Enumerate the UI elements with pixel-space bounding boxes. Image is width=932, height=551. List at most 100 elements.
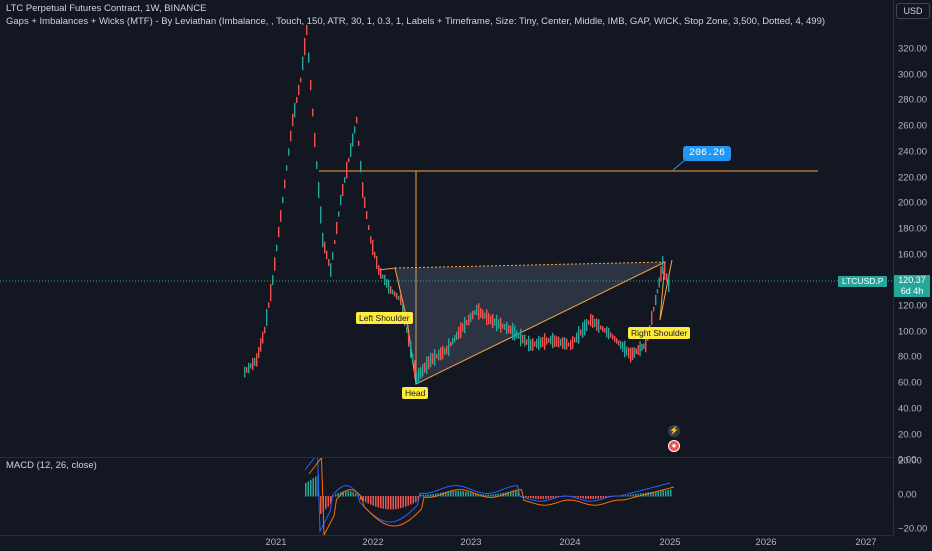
macd-bar xyxy=(555,496,557,498)
macd-bar xyxy=(360,496,362,500)
candle xyxy=(618,340,620,346)
candle xyxy=(598,319,600,333)
macd-pane[interactable]: MACD (12, 26, close) xyxy=(0,452,893,538)
left-shoulder-label[interactable]: Left Shoulder xyxy=(356,312,413,324)
macd-bar xyxy=(477,493,479,497)
macd-bar xyxy=(332,495,334,497)
target-price-label[interactable]: 206.26 xyxy=(683,146,732,161)
candle xyxy=(560,338,562,347)
candle xyxy=(332,252,334,260)
macd-bar xyxy=(407,496,409,506)
candle xyxy=(394,291,396,297)
macd-bar xyxy=(637,493,639,497)
candle xyxy=(410,341,412,358)
candle xyxy=(584,319,586,336)
macd-bar xyxy=(327,496,329,507)
macd-bar xyxy=(550,496,552,499)
candle xyxy=(512,323,514,340)
candle xyxy=(376,256,378,269)
currency-button[interactable]: USD xyxy=(896,3,930,19)
target-arrow xyxy=(672,159,686,171)
candle xyxy=(510,325,512,335)
pattern-outline[interactable] xyxy=(378,259,673,385)
main-chart-pane[interactable]: LTC Perpetual Futures Contract, 1W, BINA… xyxy=(0,0,893,456)
macd-bar xyxy=(362,496,364,502)
macd-chart[interactable] xyxy=(0,452,893,538)
macd-bar xyxy=(450,491,452,497)
candle xyxy=(574,337,576,343)
candle xyxy=(276,244,278,252)
neckline[interactable] xyxy=(394,261,666,269)
candle xyxy=(518,333,520,339)
macd-bar xyxy=(547,496,549,499)
price-tick: 40.00 xyxy=(898,403,922,415)
candle xyxy=(444,347,446,355)
candle xyxy=(380,267,382,279)
countdown-value: 6d 4h xyxy=(900,286,924,296)
candle xyxy=(416,372,418,384)
candle xyxy=(300,77,302,83)
head-label[interactable]: Head xyxy=(402,387,429,399)
candle xyxy=(448,338,450,356)
candle xyxy=(568,342,570,347)
macd-bar xyxy=(627,495,629,497)
macd-bar xyxy=(662,490,664,497)
price-tick: 120.00 xyxy=(898,300,928,312)
candle xyxy=(466,319,468,326)
candle xyxy=(358,140,360,146)
candle xyxy=(630,347,632,363)
candle xyxy=(262,331,264,344)
price-tick: 320.00 xyxy=(898,43,928,55)
price-axis[interactable]: 320.00 300.00 280.00 260.00 240.00 220.00 200.… xyxy=(893,0,932,535)
macd-bar xyxy=(445,491,447,497)
candle xyxy=(542,336,544,348)
macd-bar xyxy=(437,493,439,497)
candle xyxy=(664,262,666,280)
price-tick: 300.00 xyxy=(898,69,928,81)
candle xyxy=(296,97,298,103)
macd-bar xyxy=(462,491,464,497)
candle xyxy=(422,363,424,377)
candle xyxy=(336,221,338,235)
macd-bar xyxy=(442,492,444,497)
symbol-tag: LTCUSD.P xyxy=(838,276,888,287)
price-chart[interactable] xyxy=(0,0,893,456)
event-flag-icon[interactable]: ● xyxy=(668,440,680,452)
candle xyxy=(526,339,528,345)
candle xyxy=(324,241,326,254)
candle xyxy=(314,132,316,148)
candle xyxy=(620,340,622,350)
macd-bar xyxy=(372,496,374,506)
macd-bar xyxy=(630,494,632,497)
candle xyxy=(662,256,664,274)
candle xyxy=(552,332,554,349)
macd-bar xyxy=(490,494,492,497)
macd-bar xyxy=(495,494,497,497)
time-tick: 2026 xyxy=(755,537,777,548)
candle xyxy=(318,181,320,199)
candle xyxy=(656,289,659,294)
time-axis[interactable]: 2021 2022 2023 2024 2025 2026 2027 xyxy=(0,535,893,551)
candle xyxy=(578,326,580,344)
candle xyxy=(480,308,482,318)
candle xyxy=(580,329,582,336)
macd-bar xyxy=(312,478,314,497)
macd-bar xyxy=(527,496,529,498)
macd-bar xyxy=(345,490,347,497)
candle xyxy=(588,320,590,325)
macd-bar xyxy=(545,496,547,499)
candle xyxy=(558,336,560,348)
candle xyxy=(452,338,454,345)
candle xyxy=(442,345,444,360)
macd-bar xyxy=(310,479,312,497)
price-tick: 280.00 xyxy=(898,94,928,106)
macd-bar xyxy=(467,492,469,497)
price-tick: 180.00 xyxy=(898,223,928,235)
time-tick: 2027 xyxy=(855,537,877,548)
candle xyxy=(438,349,440,361)
lightning-icon[interactable]: ⚡ xyxy=(668,425,680,437)
right-shoulder-label[interactable]: Right Shoulder xyxy=(628,327,691,339)
macd-bar xyxy=(432,494,434,497)
indicator-legend[interactable]: Gaps + Imbalances + Wicks (MTF) - By Lev… xyxy=(6,16,826,27)
macd-legend[interactable]: MACD (12, 26, close) xyxy=(6,460,97,471)
